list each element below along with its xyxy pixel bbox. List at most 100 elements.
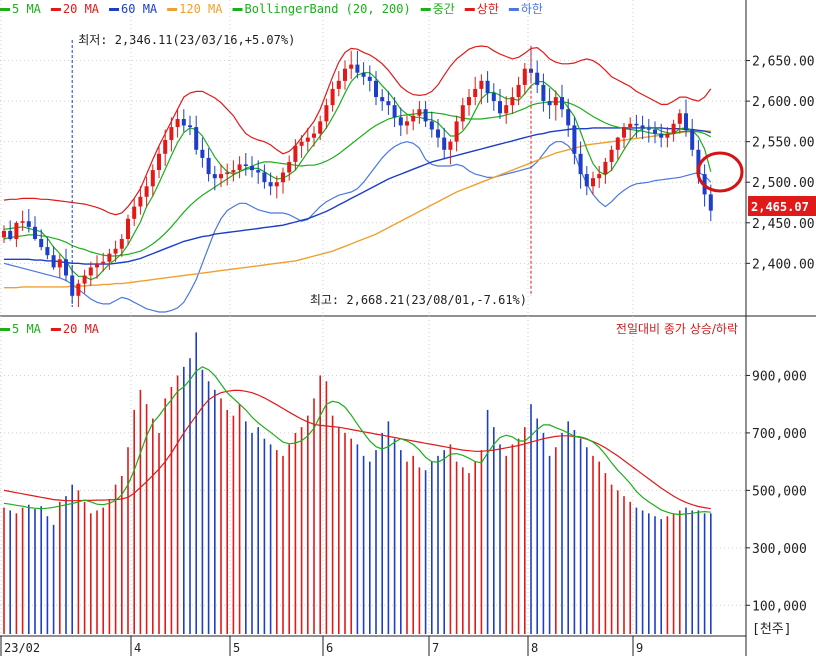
legend-label: 하한 xyxy=(521,2,543,16)
candle-body xyxy=(690,129,695,150)
volume-bars xyxy=(3,332,712,634)
legend-swatch xyxy=(50,8,61,11)
legend-swatch xyxy=(50,328,61,331)
extreme-annotations: 최저: 2,346.11(23/03/16,+5.07%) 최고: 2,668.2… xyxy=(71,33,532,308)
legend-label: 중간 xyxy=(433,2,455,16)
date-tick-label: 4 xyxy=(134,641,141,655)
candle-body xyxy=(504,105,509,114)
candle-body xyxy=(473,88,478,97)
candle-body xyxy=(262,172,267,183)
ma120-line xyxy=(4,130,711,289)
volume-legend: 5 MA 20 MA xyxy=(0,322,100,336)
candle-body xyxy=(287,161,292,173)
candle-body xyxy=(392,105,397,118)
candle-body xyxy=(157,153,161,170)
volume-tick-label: 100,000 xyxy=(752,599,807,614)
candle-body xyxy=(343,68,347,81)
volume-tick-label: 300,000 xyxy=(752,542,807,557)
volume-tick-label: 700,000 xyxy=(752,427,807,442)
legend-swatch xyxy=(508,8,519,11)
date-tick-label: 23/02 xyxy=(4,641,40,655)
candle-body xyxy=(305,137,310,142)
candle-body xyxy=(485,80,490,93)
candle-body xyxy=(578,153,583,175)
volume-unit-label: [천주] xyxy=(752,622,792,637)
date-tick-label: 6 xyxy=(326,641,333,655)
candle-body xyxy=(522,68,527,85)
highlight-circle xyxy=(696,151,744,193)
ma5-line xyxy=(3,72,712,281)
candle-body xyxy=(312,133,316,138)
candle-body xyxy=(491,93,496,102)
candle-body xyxy=(330,88,335,106)
candle-body xyxy=(454,121,459,142)
candle-body xyxy=(26,221,31,227)
candle-body xyxy=(181,119,186,126)
price-tick-label: 2,400.00 xyxy=(752,257,815,272)
candle-body xyxy=(535,72,540,85)
candle-body xyxy=(597,174,602,179)
date-tick-label: 7 xyxy=(432,641,439,655)
candle-body xyxy=(107,253,112,262)
candle-body xyxy=(243,164,248,166)
volume-grid xyxy=(0,374,746,637)
candle-body xyxy=(411,115,416,122)
candle-body xyxy=(572,125,577,154)
candle-body xyxy=(398,117,403,126)
candle-body xyxy=(516,84,521,98)
candle-body xyxy=(355,64,360,73)
legend-swatch xyxy=(232,8,243,11)
candle-body xyxy=(553,97,558,106)
candle-body xyxy=(82,275,87,284)
candle-body xyxy=(584,174,589,187)
date-tick-label: 8 xyxy=(531,641,538,655)
candle-body xyxy=(33,226,37,239)
low-annotation: 최저: 2,346.11(23/03/16,+5.07%) xyxy=(78,33,295,47)
candle-body xyxy=(448,141,453,150)
candle-body xyxy=(194,127,199,150)
candle-body xyxy=(708,194,713,211)
candle-body xyxy=(318,121,323,134)
candle-body xyxy=(299,141,304,146)
candle-body xyxy=(671,123,676,134)
candle-body xyxy=(256,170,261,173)
legend-label: BollingerBand (20, 200) xyxy=(245,2,411,16)
high-annotation: 최고: 2,668.21(23/08/01,-7.61%) xyxy=(310,293,527,307)
candle-body xyxy=(225,172,230,175)
candle-body xyxy=(696,149,701,175)
candle-body xyxy=(150,170,155,187)
volume-color-rule: 전일대비 종가 상승/하락 xyxy=(616,322,738,336)
legend-label: 상한 xyxy=(477,2,499,16)
candle-body xyxy=(609,149,614,162)
candle-body xyxy=(510,97,515,106)
price-tick-label: 2,550.00 xyxy=(752,136,815,151)
date-x-axis: 23/02 4 5 6 7 8 9 xyxy=(0,636,643,656)
candle-body xyxy=(677,113,682,124)
candle-body xyxy=(467,97,471,106)
legend-label: 5 MA xyxy=(12,2,42,16)
price-tick-label: 2,600.00 xyxy=(752,95,815,110)
candle-body xyxy=(57,259,62,268)
candle-body xyxy=(417,109,422,116)
candles xyxy=(2,45,713,308)
candle-body xyxy=(138,196,143,207)
candle-body xyxy=(39,239,44,248)
candle-body xyxy=(479,80,484,89)
candle-body xyxy=(367,76,372,81)
legend-swatch xyxy=(109,8,120,11)
candle-body xyxy=(634,123,639,126)
candle-body xyxy=(665,133,670,138)
date-tick-label: 9 xyxy=(636,641,643,655)
candle-body xyxy=(95,263,99,268)
price-tick-label: 2,450.00 xyxy=(752,217,815,232)
legend-swatch xyxy=(167,8,178,11)
candle-body xyxy=(101,261,106,264)
candle-body xyxy=(361,72,366,77)
price-tick-label: 2,500.00 xyxy=(752,176,815,191)
candle-body xyxy=(640,125,645,129)
candle-body xyxy=(20,221,25,223)
candle-body xyxy=(560,97,564,110)
price-y-axis: 2,650.00 2,600.00 2,550.00 2,500.00 2,450.00… xyxy=(746,55,815,272)
candle-body xyxy=(268,182,273,187)
